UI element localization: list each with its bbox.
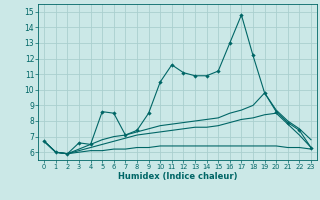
X-axis label: Humidex (Indice chaleur): Humidex (Indice chaleur) (118, 172, 237, 181)
